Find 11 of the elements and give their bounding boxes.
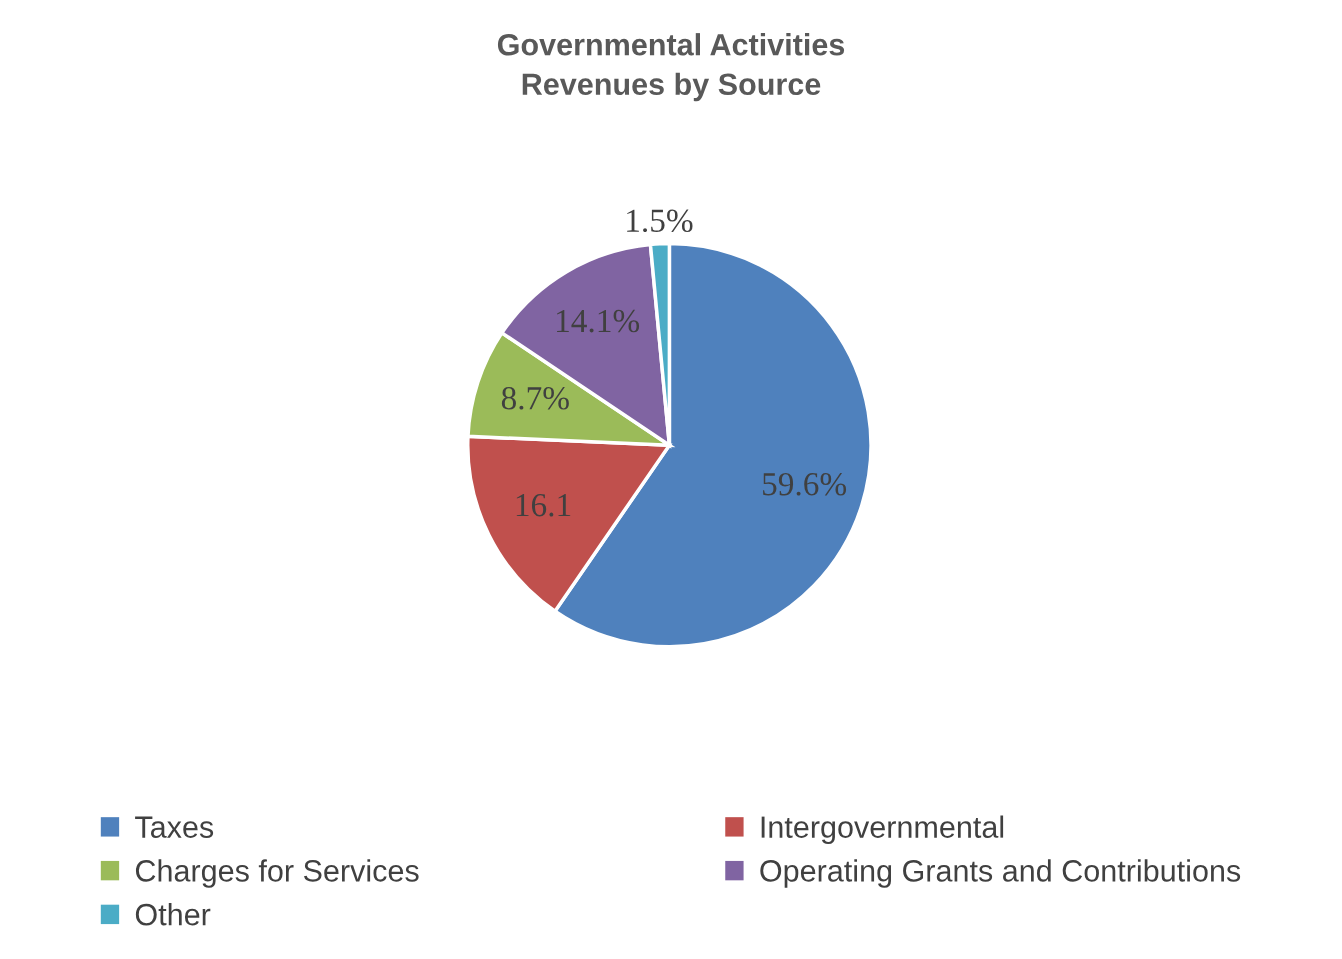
data-label: 59.6%	[763, 472, 847, 496]
chart-title: Governmental Activities Revenues by Source	[497, 33, 845, 102]
legend-label: Charges for Services	[135, 859, 419, 888]
legend-label: Other	[135, 903, 211, 926]
data-label: 16.1	[516, 494, 571, 517]
data-label: 8.7%	[501, 386, 569, 410]
legend-label: Intergovernmental	[761, 815, 1004, 844]
legend-label: Taxes	[135, 816, 214, 838]
data-label: 1.5%	[627, 209, 693, 233]
data-label: 14.1%	[557, 309, 640, 333]
legend-label: Operating Grants and Contributions	[760, 859, 1241, 888]
